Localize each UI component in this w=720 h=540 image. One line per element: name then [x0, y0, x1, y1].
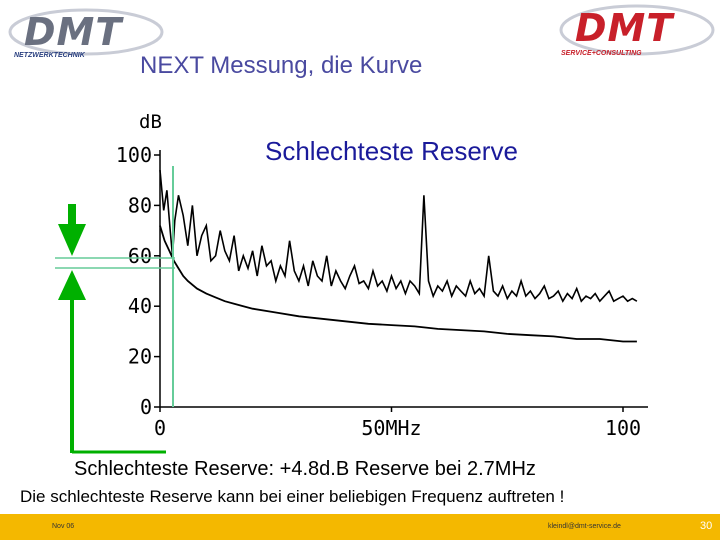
footer-bar: [0, 514, 720, 540]
arrow-up-icon: [58, 270, 86, 300]
page-number: 30: [700, 520, 713, 532]
arrow-down-shaft: [68, 204, 76, 226]
logo-right: DMT SERVICE+CONSULTING: [555, 2, 715, 62]
logo-left-word: DMT: [24, 10, 123, 54]
footer-date: Nov 06: [52, 523, 75, 530]
caption-reserve: Schlechteste Reserve: +4.8d.B Reserve be…: [74, 458, 536, 480]
footer-email: kleindl@dmt-service.de: [548, 523, 621, 530]
logo-right-subtitle: SERVICE+CONSULTING: [561, 50, 642, 57]
logo-right-swoosh: [559, 4, 715, 56]
logo-left: DMT NETZWERKTECHNIK: [6, 8, 166, 64]
y-axis-label: dB: [139, 111, 162, 133]
x-tick-label: 100: [605, 416, 641, 440]
y-tick-label: 100: [116, 143, 152, 167]
series-limit-line: [159, 225, 637, 343]
page-title: NEXT Messung, die Kurve: [140, 52, 423, 79]
logo-left-swoosh: [8, 8, 164, 56]
x-tick-label: 50MHz: [361, 416, 421, 440]
arrow-up-shaft: [70, 298, 74, 453]
chart-marks: [55, 166, 175, 454]
chart-title: Schlechteste Reserve: [265, 136, 518, 166]
chart-axes: 100 80 60 40 20 00 50MHz 100: [116, 143, 648, 440]
y-tick-label: 40: [128, 294, 152, 318]
y-tick-label: 20: [128, 345, 152, 369]
logo-right-word: DMT: [575, 6, 674, 50]
chart-lines: [159, 170, 638, 343]
series-measurement-line: [159, 170, 638, 303]
logo-left-subtitle: NETZWERKTECHNIK: [14, 52, 85, 59]
caption-note: Die schlechteste Reserve kann bei einer …: [20, 487, 565, 506]
y-tick-label: 80: [128, 193, 152, 217]
y-tick-label: 60: [128, 244, 152, 268]
x-tick-label: 0: [154, 416, 166, 440]
arrow-down-icon: [58, 224, 86, 256]
y-tick-label: 0: [140, 395, 152, 419]
